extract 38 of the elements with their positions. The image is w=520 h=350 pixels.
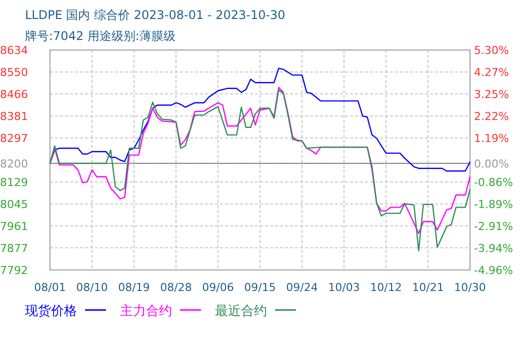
legend-label: 最近合约 xyxy=(215,304,267,319)
y2-tick-label: -2.91% xyxy=(474,220,513,234)
chart-subtitle: 牌号:7042 用途级别:薄膜级 xyxy=(25,29,176,43)
y2-tick-label: 0.00% xyxy=(474,158,509,171)
y2-tick-label: 3.25% xyxy=(474,88,509,101)
x-tick-label: 08/01 xyxy=(34,281,66,294)
legend-label: 主力合约 xyxy=(120,303,172,319)
x-tick-label: 08/10 xyxy=(76,281,108,294)
y-tick-label: 8129 xyxy=(0,176,28,189)
x-tick-label: 09/15 xyxy=(244,281,276,294)
y-tick-label: 7792 xyxy=(0,264,28,277)
x-tick-label: 08/28 xyxy=(160,281,192,294)
x-tick-label: 08/19 xyxy=(118,281,150,294)
y-tick-label: 8381 xyxy=(0,110,28,124)
y2-tick-label: 1.19% xyxy=(474,132,509,146)
y-tick-label: 8550 xyxy=(0,66,28,79)
x-tick-label: 10/21 xyxy=(412,281,444,294)
y-tick-label: 7961 xyxy=(0,220,28,233)
x-tick-label: 10/03 xyxy=(328,281,360,294)
x-tick-label: 09/24 xyxy=(286,281,318,294)
y-tick-label: 7877 xyxy=(0,242,28,255)
y-tick-label: 8045 xyxy=(0,198,28,211)
y2-tick-label: -1.89% xyxy=(474,198,513,212)
x-tick-label: 10/12 xyxy=(370,281,402,294)
y2-tick-label: -3.94% xyxy=(474,242,513,256)
y2-tick-label: 4.27% xyxy=(474,66,509,80)
y-tick-label: 8634 xyxy=(0,44,28,57)
y-tick-label: 8200 xyxy=(0,157,28,170)
y-tick-label: 8297 xyxy=(0,132,28,146)
y2-tick-label: -0.86% xyxy=(474,176,513,190)
y2-tick-label: 5.30% xyxy=(474,44,509,57)
chart-title: LLDPE 国内 综合价 2023-08-01 - 2023-10-30 xyxy=(25,8,286,22)
x-tick-label: 09/06 xyxy=(202,281,234,294)
y2-tick-label: -4.96% xyxy=(474,264,513,277)
y2-tick-label: 2.22% xyxy=(474,110,509,124)
legend-label: 现货价格 xyxy=(25,304,77,319)
y-tick-label: 8466 xyxy=(0,88,28,101)
x-tick-label: 10/30 xyxy=(454,281,486,294)
